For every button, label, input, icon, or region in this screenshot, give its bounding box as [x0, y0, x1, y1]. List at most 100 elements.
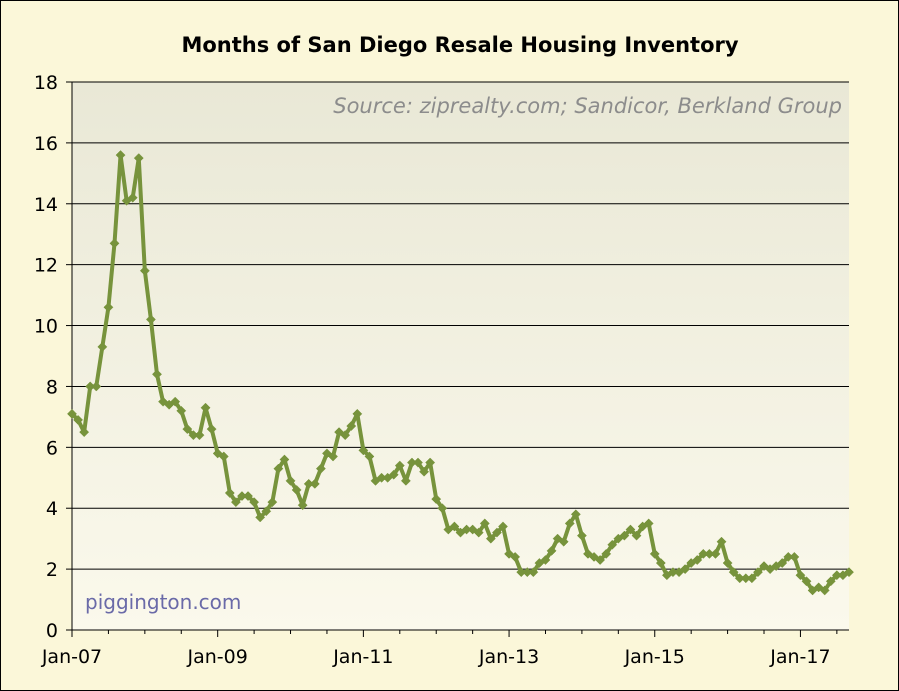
data-point: [576, 530, 587, 541]
data-point: [485, 533, 496, 544]
data-point: [91, 381, 102, 392]
x-tick-label: Jan-11: [332, 646, 393, 668]
data-point: [346, 421, 357, 431]
data-point: [328, 451, 338, 462]
data-point: [176, 405, 187, 416]
data-point: [194, 430, 205, 441]
data-point: [267, 497, 278, 508]
data-point: [249, 497, 260, 508]
x-tick-label: Jan-17: [769, 646, 830, 668]
data-point: [103, 302, 114, 313]
data-point: [655, 558, 666, 568]
gridlines: [72, 81, 849, 570]
data-point: [546, 545, 557, 556]
data-point: [437, 503, 448, 514]
data-point: [570, 509, 581, 520]
data-point: [364, 451, 375, 462]
data-point: [649, 548, 660, 559]
y-tick-label: 6: [46, 437, 58, 459]
chart-title: Months of San Diego Resale Housing Inven…: [181, 33, 738, 57]
data-point: [419, 466, 430, 477]
data-point: [601, 548, 612, 559]
data-point: [728, 567, 739, 578]
y-tick-label: 18: [34, 72, 58, 94]
data-point: [777, 558, 788, 568]
data-point: [789, 551, 800, 562]
data-point: [182, 424, 193, 435]
data-point: [479, 518, 490, 529]
data-point: [115, 150, 126, 161]
data-point: [400, 475, 411, 486]
data-point: [759, 561, 769, 572]
data-point: [218, 451, 229, 462]
data-point: [261, 506, 272, 517]
data-point: [564, 518, 575, 529]
y-tick-label: 14: [34, 194, 58, 216]
data-point: [528, 567, 539, 578]
data-point: [467, 524, 478, 535]
data-point: [352, 408, 363, 419]
data-point: [425, 457, 436, 468]
data-point: [631, 530, 642, 541]
data-point: [716, 536, 727, 547]
data-point: [67, 408, 77, 419]
data-point: [255, 512, 266, 523]
data-point: [285, 475, 296, 486]
data-point: [133, 153, 144, 164]
y-tick-label: 12: [34, 255, 58, 277]
y-tick-label: 4: [46, 498, 58, 520]
y-tick-label: 2: [46, 559, 58, 581]
x-tick-label: Jan-15: [624, 646, 685, 668]
data-point: [431, 494, 442, 505]
data-point: [643, 518, 654, 529]
data-series: [67, 150, 854, 596]
data-point: [127, 192, 138, 203]
data-point: [206, 424, 217, 435]
data-point: [279, 454, 290, 465]
y-tick-label: 0: [46, 620, 58, 642]
data-point: [619, 530, 630, 541]
data-point: [394, 460, 405, 471]
data-point: [73, 414, 84, 425]
data-point: [109, 238, 120, 249]
data-point: [692, 555, 703, 565]
data-point: [498, 521, 508, 532]
source-annotation: Source: ziprealty.com; Sandicor, Berklan…: [333, 94, 842, 118]
data-point: [510, 551, 521, 562]
data-point: [315, 463, 326, 474]
data-point: [801, 576, 812, 587]
data-point: [297, 500, 308, 511]
x-tick-label: Jan-09: [187, 646, 248, 668]
data-point: [145, 314, 156, 325]
data-point: [388, 469, 399, 480]
data-point: [819, 585, 830, 596]
data-point: [273, 463, 284, 474]
y-tick-label: 10: [34, 316, 58, 338]
data-point: [844, 567, 854, 578]
data-point: [491, 527, 502, 538]
data-point: [230, 497, 241, 508]
data-point: [158, 396, 169, 407]
data-point: [710, 548, 721, 559]
plot-area: [72, 82, 849, 630]
data-point: [473, 527, 484, 538]
data-point: [449, 521, 460, 532]
data-point: [170, 396, 181, 407]
data-point: [540, 555, 551, 565]
x-tick-label: Jan-13: [478, 646, 539, 668]
credit-label: piggington.com: [85, 590, 241, 614]
data-point: [595, 555, 606, 565]
data-point: [625, 524, 636, 535]
data-point: [358, 445, 369, 456]
data-point: [413, 457, 423, 468]
data-point: [752, 567, 763, 578]
data-point: [212, 448, 223, 459]
data-point: [722, 558, 733, 568]
data-point: [97, 341, 108, 352]
x-tick-label: Jan-07: [41, 646, 102, 668]
data-point: [795, 570, 806, 581]
y-tick-label: 16: [34, 133, 58, 155]
data-point: [152, 369, 162, 380]
data-point: [680, 564, 691, 575]
